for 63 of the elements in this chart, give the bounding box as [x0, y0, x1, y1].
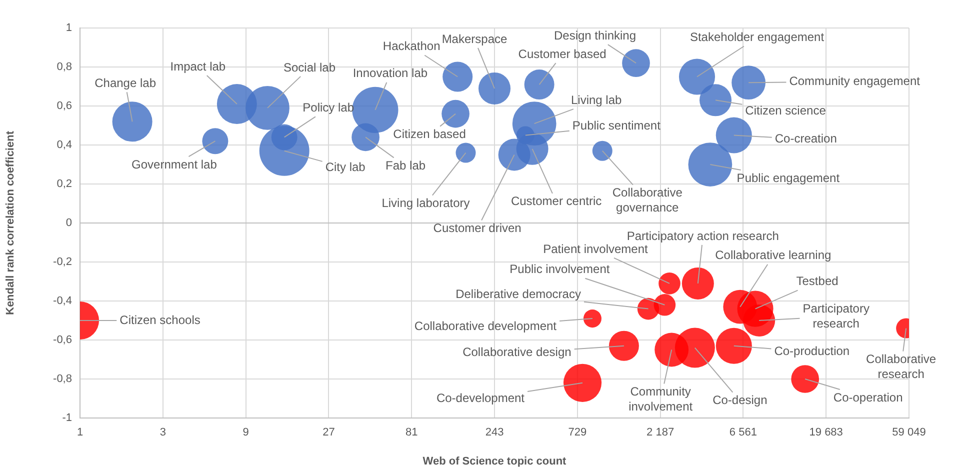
annotation: Public engagement — [736, 170, 840, 185]
y-tick-label: -1 — [62, 412, 72, 424]
y-axis-title: Kendall rank correlation coefficient — [4, 130, 17, 315]
x-tick-label: 243 — [485, 426, 504, 439]
x-tick-label: 9 — [242, 426, 249, 439]
annotation: Government lab — [132, 157, 218, 172]
annotation: Citizen based — [393, 127, 466, 142]
annotation: City lab — [325, 160, 366, 174]
x-tick-label: 81 — [405, 426, 418, 439]
y-tick-label: 0,8 — [56, 61, 72, 74]
annotation: Community engagement — [789, 74, 921, 88]
y-tick-label: 0,4 — [56, 139, 72, 152]
annotation: Stakeholder engagement — [690, 30, 825, 44]
annotation: Public sentiment — [572, 118, 662, 133]
annotation: Living laboratory — [382, 196, 470, 210]
x-tick-label: 3 — [160, 426, 166, 439]
y-tick-label: 0 — [66, 217, 72, 230]
annotation: Customer centric — [510, 194, 602, 208]
y-tick-label: -0,2 — [53, 256, 72, 268]
annotation: Makerspace — [442, 32, 508, 46]
annotation: Customer driven — [433, 221, 522, 236]
x-tick-label: 729 — [568, 426, 587, 439]
annotation: Patient involvement — [543, 242, 649, 256]
y-tick-label: -0,4 — [53, 295, 72, 308]
annotation: Participatory action research — [626, 228, 779, 243]
x-tick-label: 59 049 — [892, 426, 926, 439]
x-tick-label: 1 — [76, 426, 84, 439]
annotation: Collaborative development — [414, 318, 558, 333]
annotation: Citizen science — [745, 103, 826, 118]
y-tick-label: 0,6 — [56, 100, 72, 112]
annotation: Co-production — [774, 344, 850, 358]
annotation: Design thinking — [554, 28, 636, 42]
annotation: Social lab — [283, 60, 336, 74]
x-tick-label: 19 683 — [809, 426, 843, 439]
annotation: Co-operation — [833, 390, 903, 404]
annotation: Co-development — [436, 391, 526, 406]
annotation: Co-design — [712, 393, 768, 408]
annotation: Participatory research — [802, 301, 870, 330]
annotation: Public involvement — [510, 262, 610, 276]
annotation: Citizen schools — [120, 312, 200, 327]
x-tick-label: 6 561 — [729, 426, 757, 439]
annotation: Deliberative democracy — [456, 287, 581, 302]
annotation: Impact lab — [170, 59, 226, 74]
annotation: Change lab — [94, 76, 156, 90]
annotation: Collaborative governance — [612, 186, 683, 215]
x-tick-label: 27 — [322, 426, 335, 439]
annotation: Co-creation — [774, 132, 837, 146]
annotation: Testbed — [796, 274, 838, 288]
annotation: Fab lab — [386, 158, 426, 173]
annotation: Collaborative design — [462, 345, 572, 360]
y-tick-label: 0,2 — [56, 178, 72, 190]
y-tick-label: -0,8 — [53, 373, 72, 386]
annotation: Customer based — [518, 46, 606, 61]
x-axis-title: Web of Science topic count — [422, 455, 567, 468]
annotation: Community involvement — [628, 384, 694, 414]
annotation: Hackathon — [382, 39, 440, 54]
annotation: Living lab — [570, 92, 622, 107]
x-tick-label: 2 187 — [646, 426, 674, 439]
y-tick-label: -0,6 — [53, 334, 72, 346]
y-tick-label: 1 — [66, 22, 72, 34]
annotation: Collaborative research — [866, 352, 936, 382]
annotation: Innovation lab — [352, 66, 428, 80]
annotation: Collaborative learning — [715, 248, 832, 262]
